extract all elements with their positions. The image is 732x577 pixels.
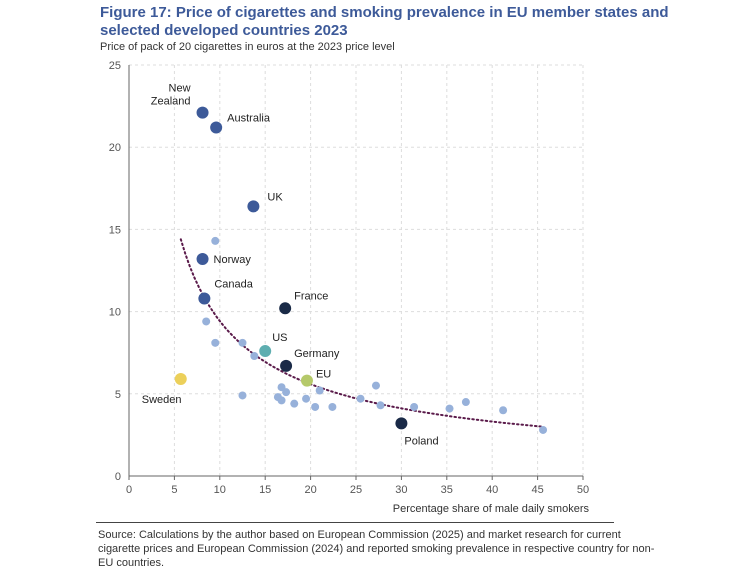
y-tick-label: 5 bbox=[115, 389, 121, 401]
data-point bbox=[250, 351, 259, 360]
data-point bbox=[539, 425, 548, 434]
data-label: New bbox=[169, 83, 191, 95]
data-point-uk bbox=[247, 200, 260, 213]
data-point bbox=[328, 402, 337, 411]
data-point-poland bbox=[395, 417, 408, 430]
data-point bbox=[499, 406, 508, 415]
data-label: UK bbox=[267, 191, 283, 203]
x-axis-title: Percentage share of male daily smokers bbox=[393, 503, 590, 515]
data-label: Australia bbox=[227, 112, 271, 124]
y-tick-label: 15 bbox=[109, 224, 121, 236]
x-tick-label: 0 bbox=[126, 484, 132, 496]
data-point bbox=[282, 388, 291, 397]
data-label: Zealand bbox=[151, 96, 191, 108]
data-point bbox=[211, 236, 220, 245]
data-point bbox=[315, 386, 324, 395]
data-label: US bbox=[272, 332, 287, 344]
x-tick-label: 35 bbox=[441, 484, 453, 496]
data-point bbox=[238, 391, 247, 400]
x-tick-label: 25 bbox=[350, 484, 362, 496]
data-point-us bbox=[259, 345, 272, 358]
data-point bbox=[311, 402, 320, 411]
y-tick-label: 0 bbox=[115, 471, 121, 483]
divider bbox=[96, 522, 614, 523]
data-point bbox=[302, 394, 311, 403]
x-tick-label: 40 bbox=[486, 484, 498, 496]
data-point bbox=[371, 381, 380, 390]
x-tick-label: 5 bbox=[171, 484, 177, 496]
data-label: Canada bbox=[214, 278, 253, 290]
data-label: Norway bbox=[214, 254, 252, 266]
data-point-norway bbox=[196, 252, 209, 265]
x-tick-label: 20 bbox=[304, 484, 316, 496]
data-point bbox=[445, 404, 454, 413]
chart-title: Figure 17: Price of cigarettes and smoki… bbox=[100, 4, 669, 39]
scatter-chart: 0 5 10 15 20 25 30 35 40 45 50 0 5 10 15 20 25 Percentage… bbox=[109, 60, 590, 515]
data-label: Sweden bbox=[142, 394, 182, 406]
data-point bbox=[290, 399, 299, 408]
data-point-eu bbox=[300, 374, 313, 387]
data-label: Germany bbox=[294, 348, 340, 360]
data-point bbox=[277, 396, 286, 405]
data-point bbox=[356, 394, 365, 403]
x-tick-label: 30 bbox=[395, 484, 407, 496]
y-tick-label: 25 bbox=[109, 60, 121, 72]
data-point bbox=[461, 398, 470, 407]
data-label: Poland bbox=[404, 435, 438, 447]
data-label: France bbox=[294, 290, 328, 302]
data-point-new-zealand bbox=[196, 106, 209, 119]
data-point bbox=[202, 317, 211, 326]
data-point bbox=[410, 402, 419, 411]
data-point bbox=[376, 401, 385, 410]
data-point bbox=[211, 338, 220, 347]
data-point-canada bbox=[198, 292, 211, 305]
x-tick-label: 50 bbox=[577, 484, 589, 496]
y-tick-label: 20 bbox=[109, 142, 121, 154]
x-tick-label: 15 bbox=[259, 484, 271, 496]
data-point-australia bbox=[210, 121, 223, 134]
source-note: Source: Calculations by the author based… bbox=[98, 529, 655, 569]
x-tick-label: 45 bbox=[531, 484, 543, 496]
data-point-france bbox=[279, 302, 292, 315]
data-point-sweden bbox=[174, 373, 187, 386]
data-point bbox=[238, 338, 247, 347]
chart-subtitle: Price of pack of 20 cigarettes in euros … bbox=[100, 41, 395, 53]
y-tick-label: 10 bbox=[109, 307, 121, 319]
x-tick-label: 10 bbox=[214, 484, 226, 496]
data-label: EU bbox=[316, 369, 331, 381]
data-point-germany bbox=[280, 359, 293, 372]
